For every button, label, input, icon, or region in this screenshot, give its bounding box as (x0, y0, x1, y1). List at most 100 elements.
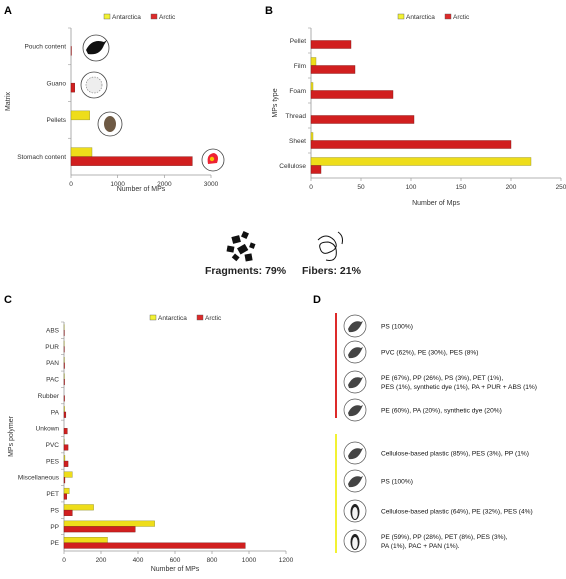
chart-a-category-label: Stomach content (17, 154, 66, 161)
chart-c-bar-arctic (64, 363, 65, 369)
chart-c-bar-arctic (64, 396, 65, 402)
chart-c-category-label: PET (46, 491, 59, 498)
chart-c-legend-label: Arctic (205, 315, 222, 322)
arctic-composition-text-2: PES (1%), synthetic dye (1%), PA + PUR +… (381, 384, 537, 391)
chart-b-legend-label: Antarctica (406, 14, 435, 21)
panel-letter-c: C (4, 294, 12, 306)
chart-b-bar-arctic (311, 91, 393, 99)
antarctica-composition-text: PS (100%) (381, 479, 413, 486)
chart-b-category-label: Film (294, 63, 306, 70)
pellet-icon (98, 112, 122, 136)
chart-b-x-tick-label: 150 (456, 184, 467, 191)
fibers-icon (318, 232, 343, 261)
fragments-icon (227, 231, 256, 261)
antarctica-composition-text-2: PA (1%), PAC + PAN (1%). (381, 543, 460, 550)
chart-a-category-label: Guano (46, 80, 66, 87)
chart-c-category-label: PAN (46, 360, 59, 367)
chart-c-category-label: ABS (46, 327, 60, 334)
chart-c-bar-arctic (64, 428, 67, 434)
chart-b-bar-antarctica (311, 158, 531, 166)
chart-a-category-label: Pellets (46, 117, 66, 124)
chart-b-x-tick-label: 100 (406, 184, 417, 191)
arctic-composition-text: PE (67%), PP (26%), PS (3%), PET (1%), (381, 375, 503, 382)
chart-c-x-tick-label: 400 (133, 557, 144, 564)
chart-a-bar-antarctica (71, 148, 92, 157)
chart-b-category-label: Sheet (289, 138, 306, 145)
chart-c-bar-arctic (64, 461, 68, 467)
chart-c-bar-arctic (64, 379, 65, 385)
arctic-composition-text: PVC (62%), PE (30%), PES (8%) (381, 350, 478, 357)
chart-b-x-tick-label: 250 (556, 184, 566, 191)
chart-c-x-tick-label: 1200 (279, 557, 294, 564)
chart-a-legend-label: Antarctica (112, 14, 141, 21)
chart-c-x-tick-label: 0 (62, 557, 66, 564)
chart-b-bar-arctic (311, 141, 511, 149)
fragments-label: Fragments: 79% (205, 265, 287, 277)
chart-c-category-label: PP (50, 524, 59, 531)
chart-a-y-label: Matrix (5, 91, 12, 111)
chart-c-legend-swatch (197, 315, 203, 320)
chart-b-x-tick-label: 50 (357, 184, 365, 191)
chart-c-x-label: Number of MPs (151, 566, 200, 573)
chart-a-x-tick-label: 0 (69, 181, 73, 188)
chart-c-x-tick-label: 200 (96, 557, 107, 564)
panel-letter-d: D (313, 294, 321, 306)
pouch-bird-icon (83, 35, 109, 61)
chart-b-y-label: MPs type (272, 88, 279, 117)
chart-a-bar-arctic (71, 157, 192, 166)
chart-c-category-label: PVC (46, 442, 60, 449)
chart-b-category-label: Cellulose (279, 163, 306, 170)
chart-c-legend-swatch (150, 315, 156, 320)
chart-c-bar-arctic (64, 412, 66, 418)
chart-a-x-tick-label: 3000 (204, 181, 219, 188)
stomach-content-icon (202, 149, 224, 171)
chart-c-bar-arctic (64, 526, 135, 532)
chart-a-x-label: Number of MPs (117, 186, 166, 193)
chart-a-legend-swatch (104, 14, 110, 19)
chart-c-category-label: Rubber (38, 393, 60, 400)
chart-b-x-tick-label: 0 (309, 184, 313, 191)
chart-c-bar-antarctica (64, 406, 65, 412)
chart-c-category-label: PES (46, 458, 60, 465)
arctic-composition-text: PE (60%), PA (20%), synthetic dye (20%) (381, 408, 502, 415)
chart-c-bar-arctic (64, 510, 72, 516)
chart-b-bar-arctic (311, 41, 351, 49)
chart-c-category-label: PE (50, 540, 59, 547)
chart-b-category-label: Foam (289, 88, 306, 95)
chart-b-bar-antarctica (311, 58, 316, 66)
antarctica-composition-text: Cellulose-based plastic (64%), PE (32%),… (381, 509, 533, 516)
chart-c-category-label: PAC (46, 377, 59, 384)
chart-c-category-label: Unkown (36, 426, 60, 433)
guano-sample-icon (81, 72, 107, 98)
antarctica-composition-text: Cellulose-based plastic (85%), PES (3%),… (381, 451, 529, 458)
chart-c-y-label: MPs polymer (8, 415, 15, 457)
chart-a-bar-antarctica (71, 111, 90, 120)
chart-a-category-label: Pouch content (24, 44, 66, 51)
chart-b-x-label: Number of Mps (412, 200, 460, 207)
chart-b-bar-antarctica (311, 83, 313, 91)
panel-letter-a: A (4, 5, 12, 17)
chart-a-bar-arctic (71, 83, 75, 92)
chart-c-bar-antarctica (64, 488, 69, 494)
chart-a-legend-swatch (151, 14, 157, 19)
chart-c-legend-label: Antarctica (158, 315, 187, 322)
chart-b-bar-arctic (311, 66, 355, 74)
chart-c-x-tick-label: 1000 (242, 557, 257, 564)
chart-b-legend-swatch (398, 14, 404, 19)
chart-b-bar-antarctica (311, 133, 313, 141)
panel-d: PS (100%) PVC (62%), PE (30%), PES (8%) PE… (336, 313, 537, 553)
chart-b-bar-arctic (311, 116, 414, 124)
chart-c-category-label: PA (51, 409, 60, 416)
chart-c-category-label: PUR (45, 344, 59, 351)
chart-c-bar-arctic (64, 494, 67, 500)
antarctica-composition-text: PE (59%), PP (28%), PET (8%), PES (3%), (381, 534, 508, 541)
panel-letter-b: B (265, 5, 273, 17)
chart-c-x-tick-label: 600 (170, 557, 181, 564)
arctic-composition-text: PS (100%) (381, 324, 413, 331)
chart-c-bar-antarctica (64, 521, 155, 527)
chart-b-bar-arctic (311, 166, 321, 174)
chart-c-bar-antarctica (64, 505, 94, 511)
chart-c-bar-arctic (64, 543, 245, 549)
